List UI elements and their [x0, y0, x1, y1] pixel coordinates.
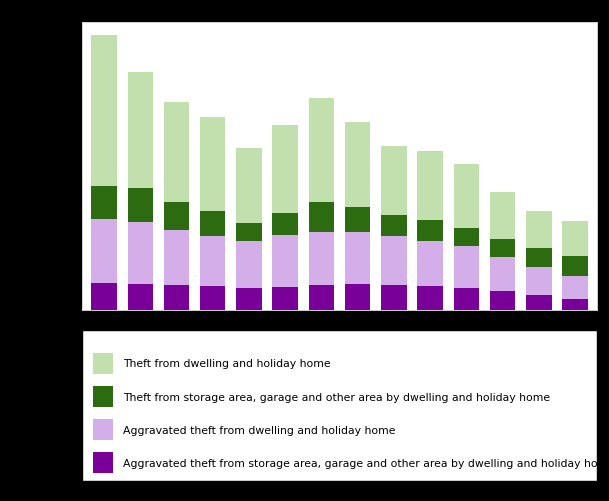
- Bar: [381, 147, 407, 216]
- Bar: [381, 216, 407, 237]
- Bar: [236, 289, 262, 311]
- Bar: [345, 207, 370, 232]
- Bar: [309, 286, 334, 311]
- Bar: [490, 292, 515, 311]
- Bar: [562, 256, 588, 277]
- Bar: [236, 223, 262, 241]
- Bar: [345, 284, 370, 311]
- Text: Aggravated theft from dwelling and holiday home: Aggravated theft from dwelling and holid…: [124, 425, 396, 435]
- Bar: [526, 267, 552, 295]
- Bar: [562, 277, 588, 299]
- Bar: [526, 249, 552, 267]
- Bar: [272, 126, 298, 213]
- Bar: [417, 287, 443, 311]
- Bar: [272, 287, 298, 311]
- Bar: [417, 241, 443, 287]
- FancyBboxPatch shape: [93, 386, 113, 407]
- Bar: [309, 232, 334, 286]
- Bar: [454, 246, 479, 289]
- Bar: [200, 211, 225, 236]
- Bar: [381, 237, 407, 286]
- Bar: [490, 192, 515, 239]
- Bar: [200, 118, 225, 211]
- Bar: [417, 221, 443, 241]
- FancyBboxPatch shape: [93, 353, 113, 374]
- Bar: [562, 299, 588, 311]
- Bar: [200, 236, 225, 287]
- Bar: [91, 219, 117, 284]
- Bar: [236, 241, 262, 289]
- Bar: [309, 99, 334, 202]
- Bar: [164, 231, 189, 286]
- Text: Aggravated theft from storage area, garage and other area by dwelling and holida: Aggravated theft from storage area, gara…: [124, 458, 609, 468]
- Bar: [127, 284, 153, 311]
- Text: Theft from storage area, garage and other area by dwelling and holiday home: Theft from storage area, garage and othe…: [124, 392, 551, 402]
- Bar: [236, 148, 262, 223]
- Bar: [127, 73, 153, 188]
- Bar: [127, 223, 153, 284]
- Bar: [272, 213, 298, 235]
- Bar: [381, 286, 407, 311]
- Bar: [309, 202, 334, 232]
- Bar: [272, 235, 298, 287]
- Bar: [454, 229, 479, 246]
- Bar: [164, 286, 189, 311]
- Bar: [91, 36, 117, 186]
- Bar: [164, 102, 189, 202]
- Bar: [417, 152, 443, 221]
- Bar: [562, 221, 588, 256]
- Bar: [127, 188, 153, 223]
- Bar: [91, 186, 117, 219]
- Bar: [490, 258, 515, 292]
- Bar: [91, 284, 117, 311]
- Text: Theft from dwelling and holiday home: Theft from dwelling and holiday home: [124, 359, 331, 369]
- Bar: [526, 211, 552, 249]
- Bar: [454, 165, 479, 229]
- Bar: [490, 239, 515, 258]
- Bar: [526, 295, 552, 311]
- Bar: [454, 289, 479, 311]
- FancyBboxPatch shape: [93, 452, 113, 473]
- Bar: [200, 287, 225, 311]
- FancyBboxPatch shape: [93, 419, 113, 440]
- Bar: [164, 202, 189, 231]
- Bar: [345, 123, 370, 207]
- Bar: [345, 232, 370, 284]
